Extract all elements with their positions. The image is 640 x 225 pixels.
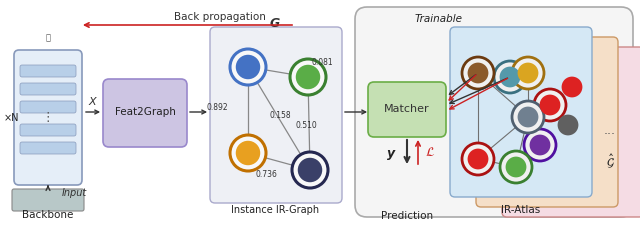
Text: Backbone: Backbone [22,210,74,220]
Circle shape [494,61,526,93]
FancyBboxPatch shape [355,7,633,217]
Circle shape [512,101,544,133]
Circle shape [462,143,494,175]
Circle shape [552,109,584,141]
FancyBboxPatch shape [20,65,76,77]
FancyBboxPatch shape [20,142,76,154]
FancyBboxPatch shape [12,189,84,211]
Text: IR-Atlas: IR-Atlas [501,205,541,215]
Circle shape [530,135,550,155]
Text: 0.158: 0.158 [270,110,292,119]
FancyBboxPatch shape [210,27,342,203]
FancyBboxPatch shape [502,47,640,217]
Circle shape [292,152,328,188]
FancyBboxPatch shape [20,101,76,113]
Text: 0.510: 0.510 [295,121,317,130]
FancyBboxPatch shape [103,79,187,147]
Circle shape [468,148,488,169]
Text: ⋮: ⋮ [42,112,54,124]
Circle shape [540,94,561,115]
Text: Matcher: Matcher [384,104,430,114]
Text: Trainable: Trainable [415,14,463,24]
Circle shape [562,76,582,97]
Circle shape [514,51,546,83]
Circle shape [236,141,260,165]
Text: Input: Input [62,188,87,198]
Circle shape [236,55,260,79]
FancyBboxPatch shape [368,82,446,137]
Text: G: G [270,17,280,30]
Circle shape [230,135,266,171]
FancyBboxPatch shape [20,124,76,136]
Circle shape [500,67,520,87]
Circle shape [462,57,494,89]
Text: Prediction: Prediction [381,211,433,221]
Circle shape [500,151,532,183]
Circle shape [556,71,588,103]
FancyBboxPatch shape [450,27,592,197]
Text: 0.081: 0.081 [312,58,333,67]
Circle shape [506,157,526,177]
Circle shape [298,158,323,182]
Circle shape [230,49,266,85]
FancyBboxPatch shape [20,83,76,95]
Circle shape [518,63,538,83]
Text: Back propagation: Back propagation [174,12,266,22]
Text: Feat2Graph: Feat2Graph [115,107,175,117]
Text: ×N: ×N [4,113,19,123]
Circle shape [290,59,326,95]
Text: Instance IR-Graph: Instance IR-Graph [231,205,319,215]
Circle shape [520,57,540,77]
Circle shape [524,129,556,161]
Text: 0.892: 0.892 [206,103,228,112]
Text: $\mathcal{L}$: $\mathcal{L}$ [425,146,435,160]
Text: 0.736: 0.736 [255,170,277,179]
Circle shape [557,115,579,135]
Text: $\hat{\mathcal{G}}$: $\hat{\mathcal{G}}$ [605,153,614,171]
FancyBboxPatch shape [476,37,618,207]
Circle shape [296,65,320,89]
Circle shape [512,57,544,89]
Text: X: X [88,97,96,107]
Text: ···: ··· [604,128,616,142]
FancyBboxPatch shape [14,50,82,185]
Circle shape [518,107,538,127]
Text: y: y [387,146,395,160]
Circle shape [468,63,488,83]
Text: 🔒: 🔒 [45,33,51,42]
Circle shape [534,89,566,121]
